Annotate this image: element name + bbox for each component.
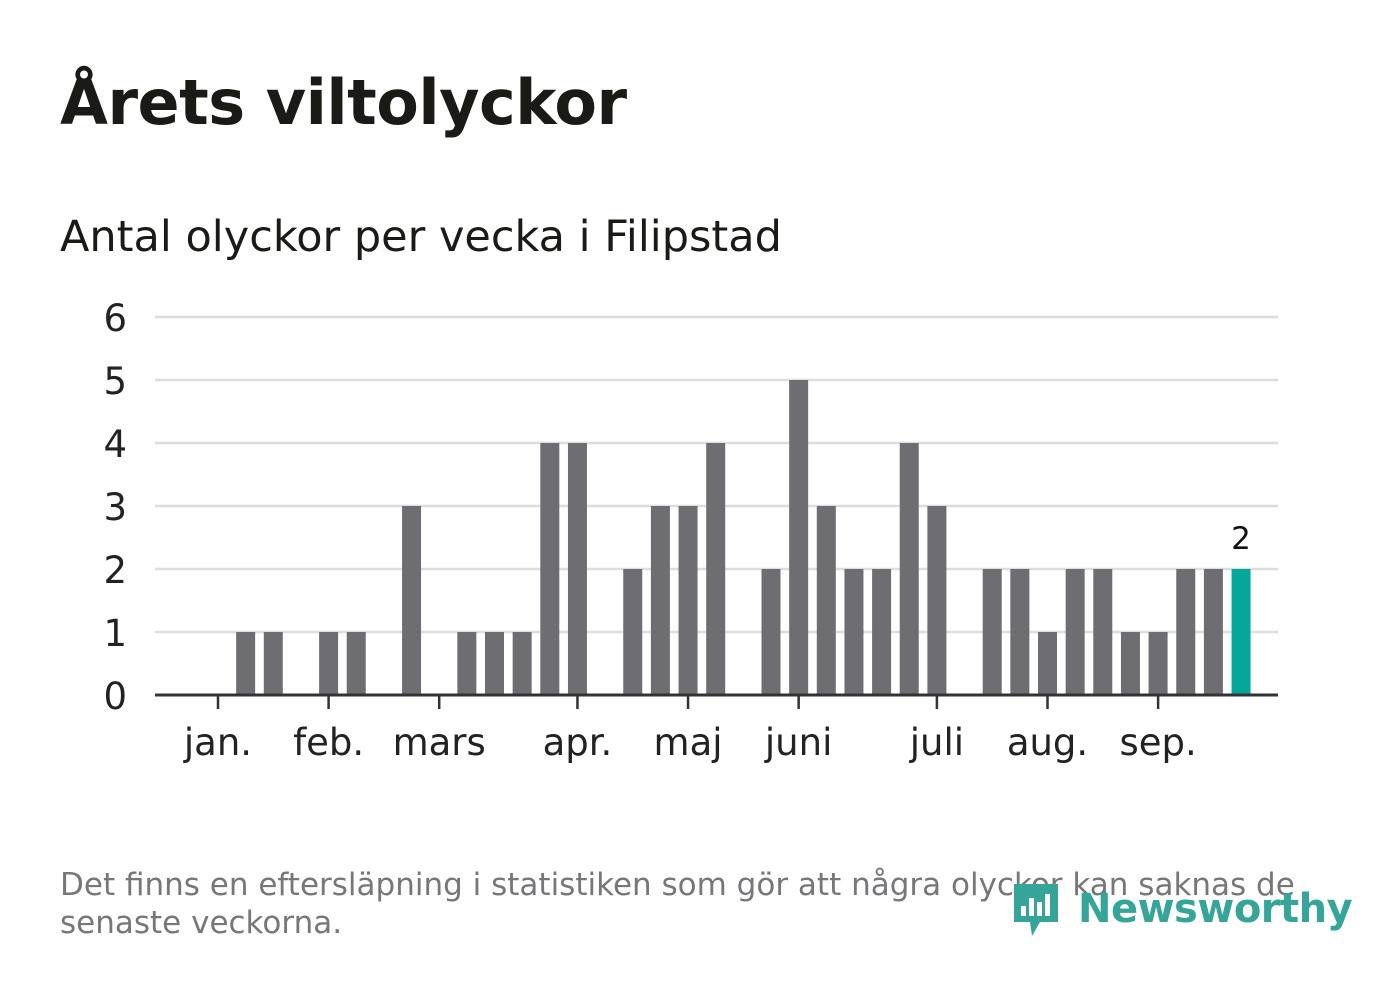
- bar: [1120, 632, 1140, 695]
- bar: [872, 569, 892, 695]
- chart-subtitle: Antal olyckor per vecka i Filipstad: [60, 212, 782, 262]
- bar: [706, 443, 726, 695]
- y-tick-label: 4: [103, 423, 127, 466]
- bar: [319, 632, 339, 695]
- bar: [1148, 632, 1168, 695]
- bar: [567, 443, 587, 695]
- x-tick-label: juli: [909, 721, 964, 764]
- x-tick-label: juni: [764, 721, 832, 764]
- y-tick-label: 2: [103, 549, 127, 592]
- y-tick-label: 0: [103, 675, 127, 718]
- bar: [899, 443, 919, 695]
- bar: [402, 506, 422, 695]
- bar: [1038, 632, 1057, 695]
- bar: [1065, 569, 1085, 695]
- bar: [1010, 569, 1030, 695]
- bar: [485, 632, 504, 695]
- bar: [236, 632, 256, 695]
- x-tick-label: apr.: [543, 721, 613, 764]
- y-tick-label: 6: [103, 297, 127, 340]
- x-tick-label: sep.: [1119, 721, 1196, 764]
- chart-title: Årets viltolyckor: [60, 66, 627, 139]
- brand-name: Newsworthy: [1078, 886, 1353, 932]
- bar: [1176, 569, 1196, 695]
- bar: [982, 569, 1002, 695]
- data-label: 2: [1231, 521, 1251, 557]
- y-tick-label: 3: [103, 486, 127, 529]
- footnote: Det finns en eftersläpning i statistiken…: [60, 867, 1295, 941]
- bar: [761, 569, 781, 695]
- bar: [346, 632, 366, 695]
- bar: [512, 632, 532, 695]
- bar: [789, 380, 809, 695]
- x-tick-label: jan.: [183, 721, 252, 764]
- bar: [678, 506, 698, 695]
- bar: [457, 632, 477, 695]
- y-tick-label: 5: [103, 360, 127, 403]
- x-tick-label: mars: [393, 721, 486, 764]
- bar: [263, 632, 283, 695]
- x-tick-label: feb.: [293, 721, 364, 764]
- bar: [623, 569, 643, 695]
- x-tick-label: maj: [654, 721, 723, 764]
- bar: [844, 569, 864, 695]
- bar: [927, 506, 947, 695]
- bar: [1093, 569, 1113, 695]
- highlight-bar: [1231, 569, 1251, 695]
- bar: [1203, 569, 1223, 695]
- y-tick-label: 1: [103, 612, 127, 655]
- bar: [650, 506, 670, 695]
- x-tick-label: aug.: [1007, 721, 1088, 764]
- bar: [540, 443, 560, 695]
- bar: [816, 506, 836, 695]
- newsworthy-logo: Newsworthy: [1010, 876, 1353, 942]
- newsworthy-logo-icon: [1014, 884, 1058, 936]
